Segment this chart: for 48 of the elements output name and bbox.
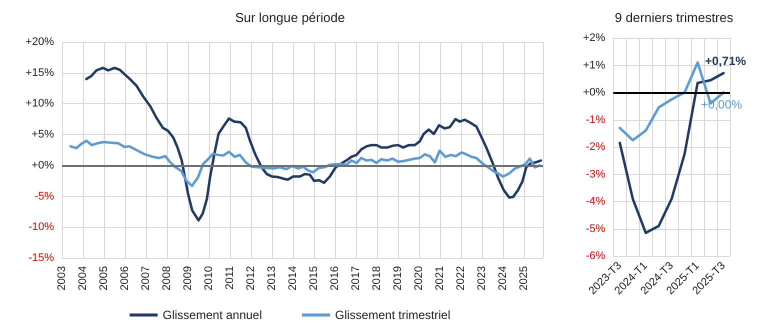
x-tick-label: 2025: [518, 266, 530, 290]
x-tick-label: 2017: [350, 266, 362, 290]
x-tick-label: 2006: [119, 266, 132, 290]
y-tick-label: +15%: [26, 66, 54, 79]
x-tick-label: 2024: [497, 266, 510, 290]
line-series: [85, 66, 542, 222]
x-tick-label: 2008: [161, 266, 174, 290]
x-tick-label: 2009: [182, 266, 194, 290]
x-tick-label: 2023: [476, 266, 488, 290]
y-tick-label: -15%: [28, 252, 54, 264]
y-tick-label: +2%: [582, 32, 606, 44]
x-tick-label: 2018: [371, 266, 384, 290]
data-label: +0,71%: [704, 54, 746, 68]
y-tick-label: -2%: [586, 141, 606, 153]
chart-title: 9 derniers trimestres: [614, 10, 734, 25]
x-tick-label: 2021: [434, 266, 446, 290]
y-tick-label: +5%: [32, 128, 54, 141]
x-tick-label: 2020: [413, 266, 426, 290]
y-tick-label: -3%: [586, 168, 606, 180]
x-tick-label: 2003: [56, 266, 68, 290]
x-tick-label: 2005: [98, 266, 110, 290]
y-tick-label: -5%: [586, 222, 606, 235]
line-series: [69, 139, 542, 188]
y-tick-label: +10%: [26, 98, 54, 110]
x-tick-label: 2016: [329, 266, 342, 290]
x-tick-label: 2010: [203, 266, 216, 290]
y-tick-label: -6%: [586, 250, 606, 262]
y-tick-label: +0%: [582, 86, 606, 98]
y-tick-label: -5%: [34, 190, 54, 202]
x-tick-label: 2019: [392, 266, 404, 290]
legend-label: Glissement annuel: [162, 308, 262, 322]
x-tick-label: 2012: [245, 266, 258, 290]
chart-title: Sur longue période: [235, 10, 345, 25]
x-tick-label: 2007: [140, 266, 152, 290]
y-tick-label: +20%: [26, 36, 54, 48]
legend-label: Glissement trimestriel: [335, 308, 450, 322]
x-tick-label: 2015: [308, 266, 320, 290]
x-tick-label: 2022: [455, 266, 468, 290]
y-tick-label: +1%: [582, 59, 606, 72]
y-tick-label: -4%: [586, 196, 606, 208]
y-tick-label: +0%: [32, 159, 54, 172]
y-tick-label: -10%: [28, 221, 54, 234]
x-tick-label: 2013: [266, 266, 278, 290]
y-tick-label: -1%: [586, 114, 606, 126]
x-tick-label: 2004: [77, 266, 90, 290]
x-tick-label: 2014: [287, 266, 300, 290]
data-label: +0,00%: [700, 98, 742, 112]
x-tick-label: 2011: [224, 266, 236, 290]
